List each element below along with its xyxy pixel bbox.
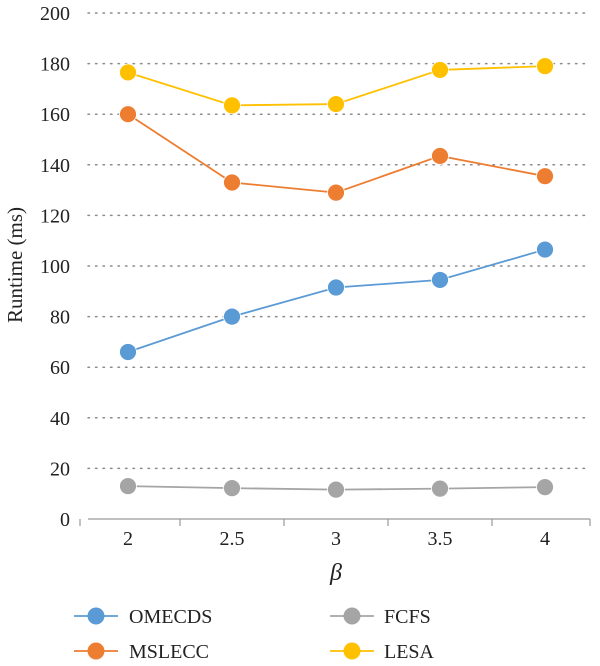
data-point (431, 61, 449, 79)
series-line (127, 113, 546, 194)
legend-item-omecds: OMECDS (74, 606, 212, 628)
data-point (536, 478, 554, 497)
data-point (119, 477, 137, 496)
legend-label: MSLECC (129, 641, 209, 663)
y-tick-label: 200 (40, 3, 70, 25)
series-omecds (119, 240, 554, 361)
data-point (327, 480, 345, 499)
x-tick-labels: 2 2.5 3 3.5 4 (123, 528, 550, 550)
y-tick-label: 120 (40, 205, 70, 227)
series-mslecc (119, 105, 554, 202)
legend-item-fcfs: FCFS (330, 606, 431, 628)
x-tick-label: 2 (123, 528, 133, 550)
legend-label: OMECDS (129, 606, 212, 628)
x-tick-label: 4 (540, 528, 550, 550)
series-lesa (119, 57, 554, 115)
legend-marker (87, 607, 105, 625)
y-tick-label: 80 (50, 307, 70, 329)
y-axis-label: Runtime (ms) (3, 207, 27, 323)
legend-marker (343, 642, 361, 660)
data-point (431, 479, 449, 498)
data-point (327, 278, 345, 297)
y-tick-label: 60 (50, 357, 70, 379)
series-group (119, 57, 554, 499)
y-tick-label: 160 (40, 104, 70, 126)
data-point (327, 95, 345, 113)
data-point (223, 173, 241, 192)
x-axis (79, 518, 591, 526)
data-point (536, 167, 554, 186)
y-tick-labels: 0 20 40 60 80 100 120 140 160 180 200 (40, 3, 70, 531)
series-fcfs (119, 477, 554, 499)
legend-item-mslecc: MSLECC (74, 641, 209, 663)
y-tick-label: 0 (60, 509, 70, 531)
x-tick-label: 3 (331, 528, 341, 550)
data-point (327, 183, 345, 202)
data-point (119, 343, 137, 361)
data-point (223, 96, 241, 115)
y-tick-label: 20 (50, 458, 70, 480)
legend-marker (343, 607, 361, 625)
data-point (431, 271, 449, 289)
y-tick-label: 180 (40, 54, 70, 76)
y-tick-label: 100 (40, 256, 70, 278)
legend-label: LESA (384, 641, 435, 663)
x-tick-label: 2.5 (220, 528, 245, 550)
legend-item-lesa: LESA (330, 641, 435, 663)
data-point (119, 63, 137, 82)
grid-lines (87, 12, 591, 470)
legend-marker (87, 642, 105, 660)
legend: OMECDS MSLECC FCFS LESA (74, 606, 435, 663)
x-axis-label: β (329, 560, 342, 586)
data-point (223, 479, 241, 498)
series-line (127, 248, 546, 353)
data-point (536, 240, 554, 259)
data-point (223, 307, 241, 326)
data-point (536, 57, 554, 76)
y-tick-label: 140 (40, 155, 70, 177)
data-point (431, 147, 449, 165)
y-tick-label: 40 (50, 408, 70, 430)
x-tick-label: 3.5 (428, 528, 453, 550)
legend-label: FCFS (384, 606, 431, 628)
data-point (119, 105, 137, 124)
